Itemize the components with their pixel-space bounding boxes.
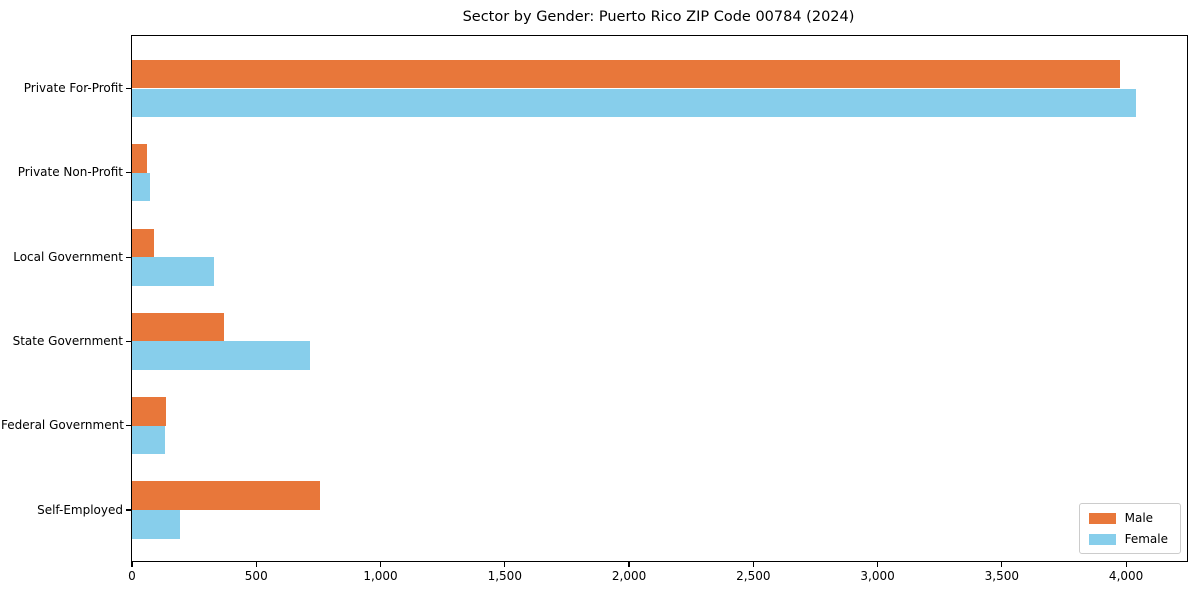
y-axis-category-label: Private For-Profit <box>23 81 123 95</box>
x-axis-tick-label: 4,000 <box>1108 569 1144 583</box>
x-axis-tick-label: 1,000 <box>363 569 398 583</box>
x-axis-tick-label: 0 <box>128 569 136 583</box>
bar-male <box>132 228 155 258</box>
bar-male <box>132 144 148 173</box>
bar-male <box>132 481 321 510</box>
x-axis-tick <box>1125 561 1127 567</box>
x-axis-tick-label: 3,000 <box>860 569 895 583</box>
legend-item: Male <box>1088 511 1168 525</box>
y-axis-tick <box>126 256 132 258</box>
x-axis-tick <box>1001 561 1003 567</box>
bar-female <box>132 172 150 202</box>
bar-male <box>132 397 167 426</box>
y-axis-category-label: Federal Government <box>1 418 124 433</box>
legend-swatch-male <box>1088 512 1116 524</box>
x-axis-tick-label: 2,500 <box>736 569 771 583</box>
x-axis-tick <box>379 561 382 567</box>
x-axis-tick <box>628 561 630 567</box>
x-axis-tick-label: 3,500 <box>984 569 1020 583</box>
x-axis-tick <box>504 561 506 567</box>
bar-male <box>132 312 224 342</box>
chart-title: Sector by Gender: Puerto Rico ZIP Code 0… <box>462 9 855 25</box>
y-axis-category-label: Self-Employed <box>37 502 123 517</box>
bar-male <box>132 59 1120 89</box>
bar-female <box>132 510 180 539</box>
legend: Male Female <box>1078 503 1181 554</box>
y-axis-tick <box>126 509 132 511</box>
x-axis-tick-label: 1,500 <box>487 569 522 583</box>
bar-female <box>132 425 166 455</box>
y-axis-category-label: Local Government <box>13 249 123 264</box>
y-axis-tick <box>126 87 132 90</box>
legend-item: Female <box>1088 532 1168 546</box>
legend-swatch-female <box>1088 533 1116 545</box>
plot-area: Male Female Private For-Profit Private Non… <box>1 35 1188 583</box>
x-axis-tick <box>131 561 133 567</box>
legend-label-female: Female <box>1124 532 1168 546</box>
x-axis-tick-label: 500 <box>244 569 268 583</box>
x-axis-tick-label: 2,000 <box>611 569 647 583</box>
bar-female <box>132 257 214 286</box>
x-axis-tick <box>876 561 879 567</box>
legend-label-male: Male <box>1124 511 1154 525</box>
x-axis-tick <box>752 561 754 567</box>
y-axis-tick <box>126 340 132 342</box>
y-axis-tick <box>126 425 132 427</box>
y-axis-category-label: Private Non-Profit <box>17 165 123 180</box>
x-axis-tick <box>255 561 257 567</box>
bar-female <box>132 88 1137 118</box>
bar-female <box>132 341 310 370</box>
y-axis-tick <box>126 172 132 174</box>
y-axis-category-label: State Government <box>12 333 123 348</box>
